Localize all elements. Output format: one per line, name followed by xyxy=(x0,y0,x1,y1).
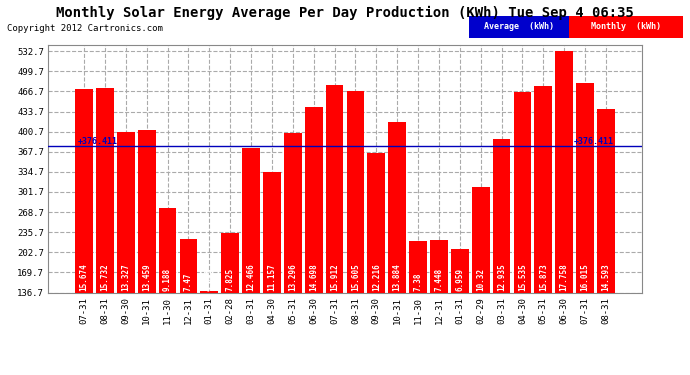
Text: Copyright 2012 Cartronics.com: Copyright 2012 Cartronics.com xyxy=(7,24,163,33)
Text: 7.47: 7.47 xyxy=(184,272,193,291)
Text: Average  (kWh): Average (kWh) xyxy=(484,22,554,31)
Bar xyxy=(472,187,489,292)
Text: 11.157: 11.157 xyxy=(268,263,277,291)
Bar xyxy=(326,85,344,292)
Text: 15.912: 15.912 xyxy=(330,263,339,291)
Text: 13.296: 13.296 xyxy=(288,263,297,291)
Text: 6.959: 6.959 xyxy=(455,267,464,291)
Text: Monthly Solar Energy Average Per Day Production (KWh) Tue Sep 4 06:35: Monthly Solar Energy Average Per Day Pro… xyxy=(56,6,634,20)
Text: 4.661: 4.661 xyxy=(205,267,214,291)
Text: 12.216: 12.216 xyxy=(372,263,381,291)
Bar xyxy=(201,291,218,292)
Text: 7.825: 7.825 xyxy=(226,267,235,291)
Bar xyxy=(346,91,364,292)
Bar xyxy=(597,109,615,292)
Bar xyxy=(242,148,260,292)
Bar xyxy=(534,86,552,292)
Bar xyxy=(221,233,239,292)
Text: 17.758: 17.758 xyxy=(560,263,569,291)
Bar xyxy=(430,240,448,292)
Bar xyxy=(179,239,197,292)
Text: 13.884: 13.884 xyxy=(393,263,402,291)
Text: 15.535: 15.535 xyxy=(518,263,527,291)
Bar xyxy=(305,107,322,292)
Bar xyxy=(159,208,177,292)
Text: 12.935: 12.935 xyxy=(497,263,506,291)
Text: 7.448: 7.448 xyxy=(435,267,444,291)
Text: 15.873: 15.873 xyxy=(539,263,548,291)
Text: 9.188: 9.188 xyxy=(163,267,172,291)
Bar xyxy=(388,122,406,292)
Text: 13.327: 13.327 xyxy=(121,263,130,291)
Text: 14.593: 14.593 xyxy=(602,263,611,291)
Text: 15.732: 15.732 xyxy=(101,263,110,291)
Text: 12.466: 12.466 xyxy=(246,263,255,291)
Text: +376.411: +376.411 xyxy=(78,137,118,146)
Bar xyxy=(96,88,114,292)
Bar xyxy=(451,249,469,292)
Text: 15.605: 15.605 xyxy=(351,263,360,291)
Text: 7.38: 7.38 xyxy=(413,272,422,291)
Bar xyxy=(117,132,135,292)
Bar xyxy=(138,130,156,292)
Text: +376.411: +376.411 xyxy=(574,137,614,146)
Text: 14.698: 14.698 xyxy=(309,263,318,291)
Bar xyxy=(263,172,281,292)
Text: Monthly  (kWh): Monthly (kWh) xyxy=(591,22,661,31)
Text: 10.32: 10.32 xyxy=(476,267,485,291)
Bar xyxy=(75,89,93,292)
Bar xyxy=(368,153,385,292)
Text: 15.674: 15.674 xyxy=(79,263,88,291)
Bar xyxy=(555,51,573,292)
Text: 16.015: 16.015 xyxy=(580,263,589,291)
Bar xyxy=(284,133,302,292)
Bar xyxy=(493,140,511,292)
Bar xyxy=(409,241,427,292)
Bar xyxy=(513,92,531,292)
Text: 13.459: 13.459 xyxy=(142,263,151,291)
Bar xyxy=(576,83,594,292)
